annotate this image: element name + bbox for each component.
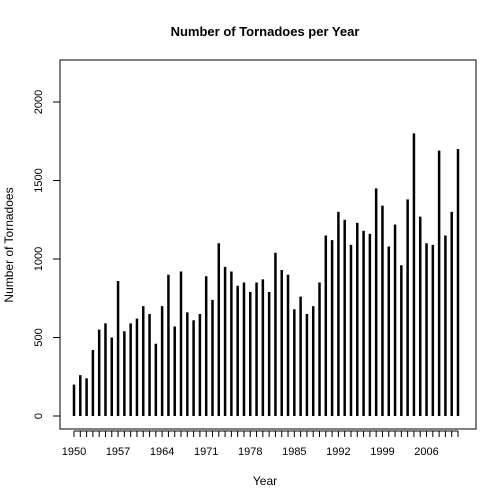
x-tick-label-1992: 1992 xyxy=(326,446,350,458)
x-tick-label-1971: 1971 xyxy=(194,446,218,458)
bars-group xyxy=(72,133,460,416)
x-axis: 1950 1957 1964 1971 1978 1985 1992 1999 2006 xyxy=(62,430,459,458)
y-tick-label-1000: 1000 xyxy=(33,247,45,271)
y-tick-label-1500: 1500 xyxy=(33,168,45,192)
y-tick-label-0: 0 xyxy=(33,413,45,419)
y-axis: 0 500 1000 1500 2000 xyxy=(33,90,61,419)
x-tick-label-1964: 1964 xyxy=(150,446,174,458)
y-tick-label-500: 500 xyxy=(33,328,45,346)
x-tick-label-1950: 1950 xyxy=(62,446,86,458)
x-tick-label-1978: 1978 xyxy=(238,446,262,458)
y-axis-label: Number of Tornadoes xyxy=(2,187,16,302)
x-tick-label-2006: 2006 xyxy=(414,446,438,458)
x-tick-label-1985: 1985 xyxy=(282,446,306,458)
chart-title: Number of Tornadoes per Year xyxy=(171,24,360,39)
x-tick-label-1999: 1999 xyxy=(370,446,394,458)
y-tick-label-2000: 2000 xyxy=(33,90,45,114)
x-axis-label: Year xyxy=(253,474,277,488)
x-tick-label-1957: 1957 xyxy=(106,446,130,458)
